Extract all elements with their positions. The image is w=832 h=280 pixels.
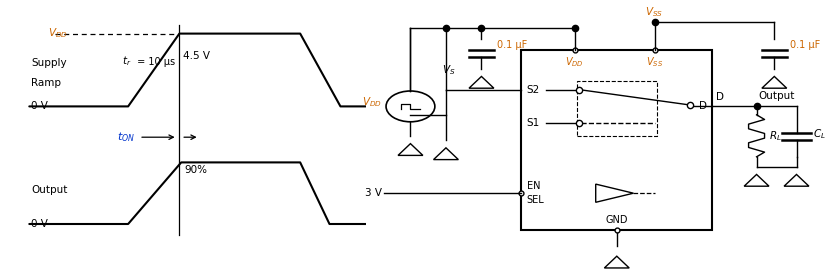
Text: D: D: [716, 92, 724, 102]
Text: S1: S1: [527, 118, 540, 128]
Text: $t_{ON}$: $t_{ON}$: [117, 130, 136, 144]
Text: 0 V: 0 V: [31, 219, 48, 229]
Text: EN: EN: [527, 181, 540, 191]
Text: 90%: 90%: [185, 165, 208, 175]
Text: $V_{DD}$: $V_{DD}$: [565, 55, 584, 69]
Text: $t_r$: $t_r$: [122, 55, 131, 69]
Text: 0 V: 0 V: [31, 101, 48, 111]
Text: 4.5 V: 4.5 V: [183, 51, 210, 61]
Text: D: D: [699, 101, 707, 111]
Text: Supply: Supply: [31, 58, 67, 68]
Bar: [522, 50, 712, 230]
Text: Ramp: Ramp: [31, 78, 61, 88]
Bar: [577, 81, 656, 136]
Text: 0.1 μF: 0.1 μF: [790, 40, 820, 50]
Text: = 10 μs: = 10 μs: [134, 57, 175, 67]
Text: S2: S2: [527, 85, 540, 95]
Text: $V_{SS}$: $V_{SS}$: [646, 5, 664, 19]
Text: $C_L$: $C_L$: [814, 127, 826, 141]
Text: $V_{DD}$: $V_{DD}$: [362, 95, 382, 109]
Text: 0.1 μF: 0.1 μF: [497, 40, 527, 50]
Text: GND: GND: [606, 215, 628, 225]
Text: $V_{SS}$: $V_{SS}$: [646, 55, 663, 69]
Text: $V_S$: $V_S$: [442, 63, 455, 77]
Text: Output: Output: [31, 185, 67, 195]
Text: $R_L$: $R_L$: [769, 129, 782, 143]
Text: $V_{DD}$: $V_{DD}$: [47, 27, 67, 41]
Text: 3 V: 3 V: [364, 188, 382, 198]
Text: Output: Output: [759, 91, 795, 101]
Text: SEL: SEL: [527, 195, 544, 205]
